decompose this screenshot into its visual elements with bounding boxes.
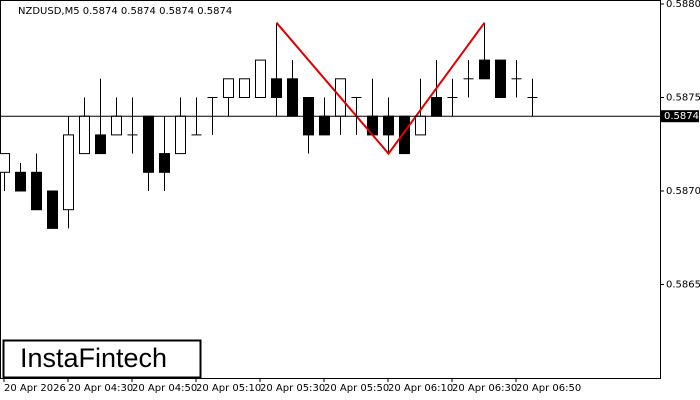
x-tick-label: 20 Apr 05:30 xyxy=(260,383,325,394)
x-tick-label: 20 Apr 04:30 xyxy=(68,383,133,394)
x-tick-label: 20 Apr 05:50 xyxy=(324,383,389,394)
x-tick-label: 20 Apr 2026 xyxy=(4,383,66,394)
candle-body xyxy=(383,115,394,136)
logo-box xyxy=(2,339,202,379)
candle-body xyxy=(159,153,170,173)
candle-body xyxy=(431,97,442,117)
candle-body xyxy=(143,115,154,173)
current-price-box xyxy=(661,110,699,123)
candle-body xyxy=(15,171,26,192)
x-tick-label: 20 Apr 04:50 xyxy=(132,383,197,394)
candle-body xyxy=(255,59,266,98)
x-tick-label: 20 Apr 06:50 xyxy=(516,383,581,394)
logo: InstaFintech xyxy=(20,343,167,373)
candle-body xyxy=(175,115,186,155)
candle-body xyxy=(319,115,330,136)
candle-body xyxy=(287,78,298,117)
y-tick-label: 0.5875 xyxy=(666,93,700,104)
x-tick-label: 20 Apr 06:10 xyxy=(388,383,453,394)
candle-body xyxy=(95,134,106,155)
y-tick-label: 0.5870 xyxy=(666,186,700,197)
candle-body xyxy=(31,171,42,211)
y-tick-label: 0.5865 xyxy=(666,280,700,291)
candle-body xyxy=(0,153,10,173)
candle-body xyxy=(111,115,122,136)
candle-body xyxy=(47,190,58,229)
candle-body xyxy=(415,115,426,136)
candle-body xyxy=(239,78,250,99)
candle-body xyxy=(63,134,74,211)
plot-frame xyxy=(0,0,661,379)
candle-body xyxy=(223,78,234,99)
candle-body xyxy=(479,59,490,80)
x-tick-label: 20 Apr 06:30 xyxy=(452,383,517,394)
candle-body xyxy=(495,59,506,98)
chart-title: NZDUSD,M5 0.5874 0.5874 0.5874 0.5874 xyxy=(18,6,232,17)
candle-body xyxy=(271,78,282,99)
x-tick-label: 20 Apr 05:10 xyxy=(196,383,261,394)
pattern-line xyxy=(275,22,486,156)
current-price-label: 0.5874 xyxy=(664,111,699,122)
candle-body xyxy=(79,115,90,155)
y-tick-label: 0.5880 xyxy=(666,0,700,10)
